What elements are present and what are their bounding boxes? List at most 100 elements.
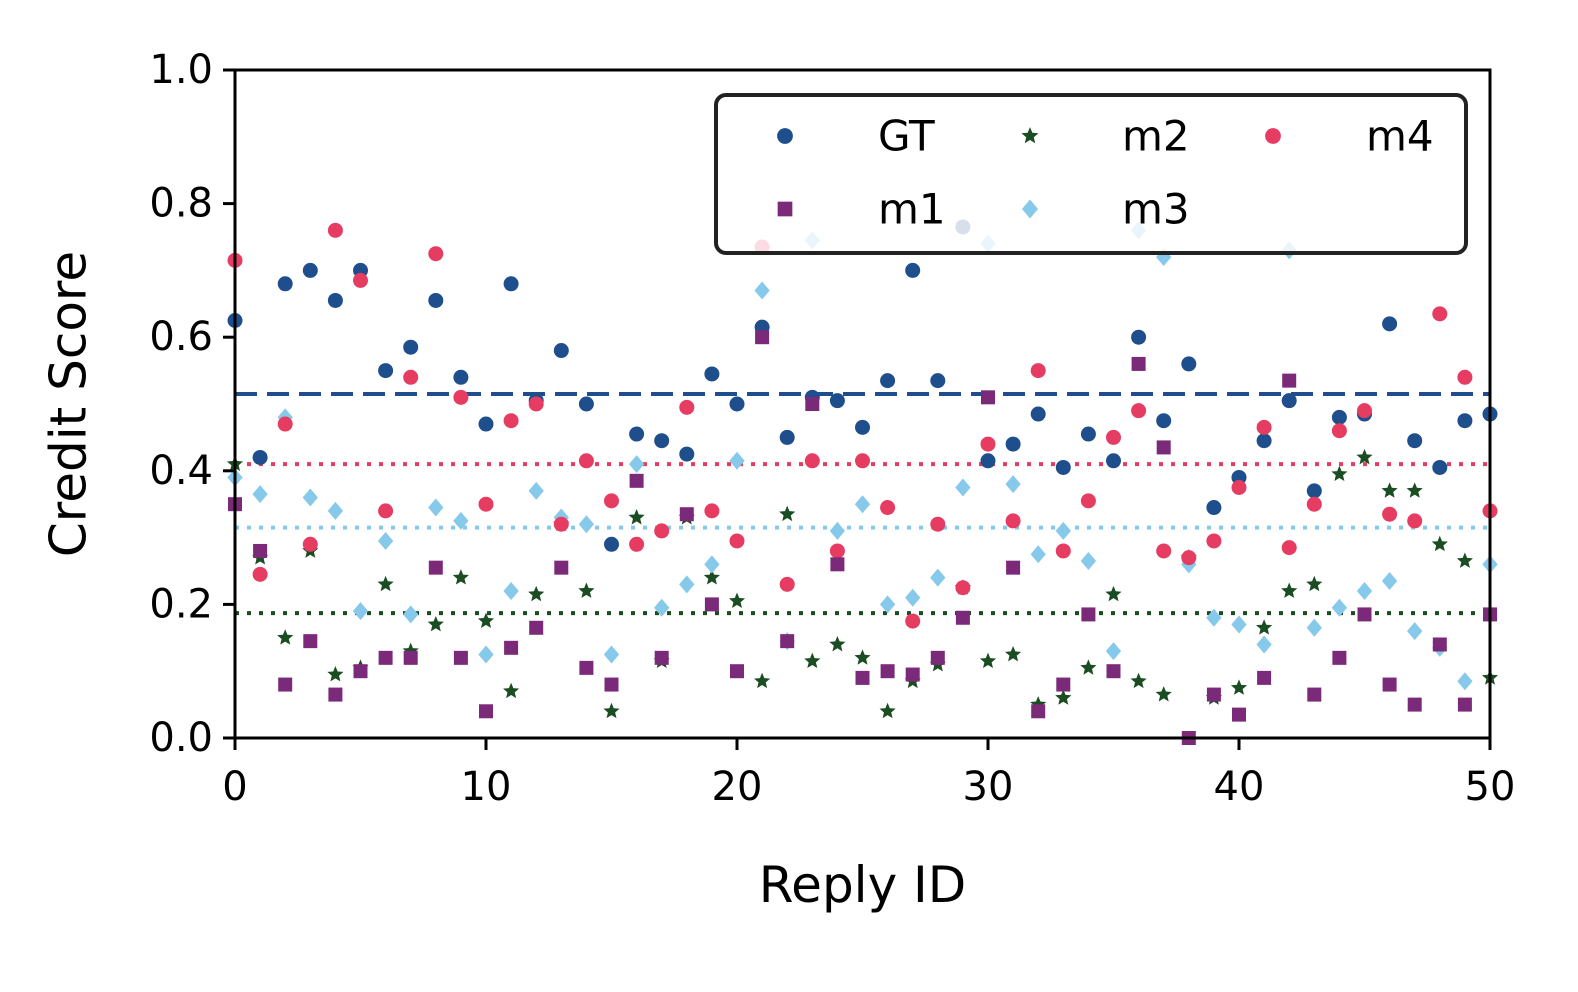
point-m2 [1256, 619, 1273, 635]
y-tick-label: 0.2 [149, 581, 213, 627]
point-m2 [452, 569, 469, 585]
point-m3 [879, 595, 896, 614]
point-m3 [729, 451, 745, 470]
point-GT [1005, 436, 1021, 452]
point-m1 [579, 660, 594, 675]
point-m3 [679, 575, 695, 594]
plot-area-frame [233, 68, 1492, 740]
point-m1 [479, 704, 493, 719]
point-m1 [629, 473, 644, 488]
point-m2 [829, 635, 846, 652]
point-m3 [603, 645, 620, 664]
point-m1 [1432, 637, 1447, 652]
point-m3 [1231, 615, 1247, 634]
legend: GT m2 m4 m1 m3 [714, 93, 1468, 255]
point-GT [905, 262, 921, 278]
legend-label-m3: m3 [1122, 185, 1190, 234]
point-m3 [578, 515, 595, 534]
point-m3 [854, 495, 871, 514]
point-m2 [427, 615, 444, 632]
point-m1 [1106, 664, 1121, 679]
point-m4 [1407, 513, 1423, 529]
point-m3 [352, 602, 369, 621]
point-GT [729, 396, 745, 412]
point-m2 [1130, 672, 1147, 689]
point-m4 [855, 453, 870, 469]
point-m1 [1081, 607, 1096, 622]
point-m4 [1156, 543, 1172, 559]
legend-frame [714, 93, 1468, 255]
point-m1 [1332, 650, 1347, 665]
point-m2 [879, 702, 896, 719]
point-GT [578, 396, 594, 412]
point-m1 [679, 507, 694, 522]
point-m3 [1457, 672, 1473, 691]
point-m3 [1381, 572, 1398, 591]
point-m3 [1206, 608, 1222, 627]
point-m3 [1407, 622, 1423, 641]
point-m4 [1357, 403, 1372, 419]
point-m4 [905, 613, 921, 629]
point-m3 [754, 281, 770, 300]
point-m4 [1256, 419, 1272, 435]
legend-label-m2: m2 [1122, 112, 1190, 161]
point-m2 [1456, 552, 1473, 568]
point-m1 [1056, 677, 1071, 692]
point-m3 [428, 498, 444, 517]
point-m1 [1382, 677, 1397, 692]
point-m1 [1156, 440, 1171, 455]
point-m4 [880, 500, 896, 516]
point-GT [980, 453, 996, 469]
point-m4 [1331, 423, 1347, 439]
point-m2 [528, 585, 545, 602]
point-m4 [654, 523, 670, 539]
point-m1 [805, 397, 820, 411]
point-m1 [604, 677, 619, 692]
x-tick-label: 10 [461, 764, 512, 810]
point-m3 [1256, 635, 1272, 654]
point-m1 [554, 560, 569, 575]
point-m3 [1356, 582, 1373, 601]
point-GT [1407, 433, 1423, 449]
point-m1 [278, 677, 293, 692]
point-m4 [1080, 493, 1096, 509]
point-m4 [679, 399, 695, 415]
legend-label-m1: m1 [878, 185, 946, 234]
point-GT [1055, 459, 1071, 475]
point-m4 [729, 533, 745, 549]
point-m4 [453, 389, 469, 405]
point-m4 [403, 369, 419, 385]
point-GT [503, 276, 519, 292]
point-m1 [428, 560, 443, 575]
point-GT [403, 339, 419, 355]
point-m2 [1055, 689, 1072, 705]
legend-marker-m3 [1021, 199, 1039, 219]
point-m1 [1307, 687, 1322, 702]
point-m3 [478, 645, 494, 664]
point-m4 [1005, 513, 1021, 529]
point-m1 [504, 640, 519, 655]
point-GT [880, 373, 896, 389]
point-m1 [1407, 697, 1422, 712]
point-m2 [277, 629, 294, 645]
point-m1 [1357, 607, 1372, 622]
x-axis-ticks: 0 10 20 30 40 50 [222, 738, 1515, 810]
point-GT [829, 393, 845, 409]
point-GT [1281, 393, 1297, 409]
point-m1 [1457, 697, 1472, 712]
point-m1 [1257, 670, 1272, 685]
point-m3 [377, 531, 394, 550]
point-GT [252, 449, 268, 465]
point-GT [1432, 459, 1448, 475]
legend-marker-GT [777, 128, 793, 144]
y-tick-label: 0.0 [149, 715, 213, 761]
point-m3 [1331, 598, 1348, 617]
point-m4 [1432, 306, 1448, 322]
point-GT [679, 446, 695, 462]
point-m1 [1282, 373, 1297, 388]
point-GT [1156, 413, 1172, 429]
x-axis-label: Reply ID [759, 856, 967, 914]
y-tick-label: 0.6 [149, 314, 213, 360]
point-m2 [854, 649, 871, 665]
